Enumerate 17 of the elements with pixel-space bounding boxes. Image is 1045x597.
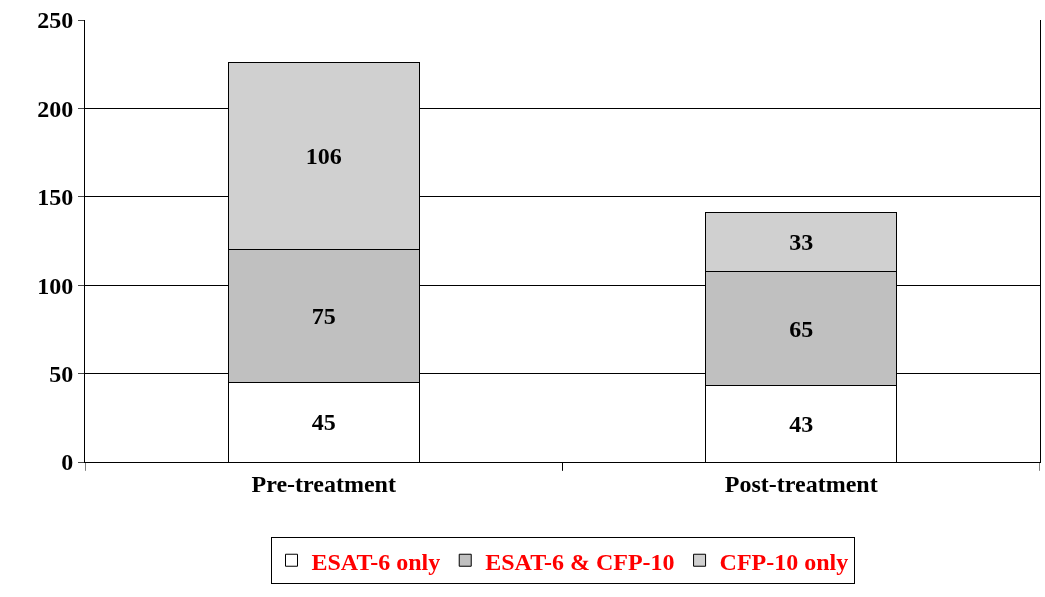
- y-tick-label: 200: [37, 95, 74, 122]
- data-label: 75: [311, 303, 336, 330]
- y-tick-label: 250: [37, 7, 74, 34]
- legend-label: ESAT-6 only: [311, 548, 441, 575]
- data-label: 65: [789, 315, 814, 342]
- x-tick-label: Pre-treatment: [251, 470, 396, 497]
- x-tick-label: Post-treatment: [724, 470, 878, 497]
- y-tick-label: 150: [37, 184, 74, 211]
- data-label: 106: [305, 143, 342, 170]
- data-label: 33: [789, 228, 814, 255]
- legend-label: CFP-10 only: [719, 548, 849, 575]
- y-tick-label: 50: [49, 361, 74, 387]
- y-tick-label: 0: [61, 449, 74, 476]
- data-label: 45: [311, 409, 336, 436]
- data-label: 43: [789, 410, 814, 437]
- legend-label: ESAT-6 & CFP-10: [485, 548, 675, 575]
- y-tick-label: 100: [37, 272, 74, 299]
